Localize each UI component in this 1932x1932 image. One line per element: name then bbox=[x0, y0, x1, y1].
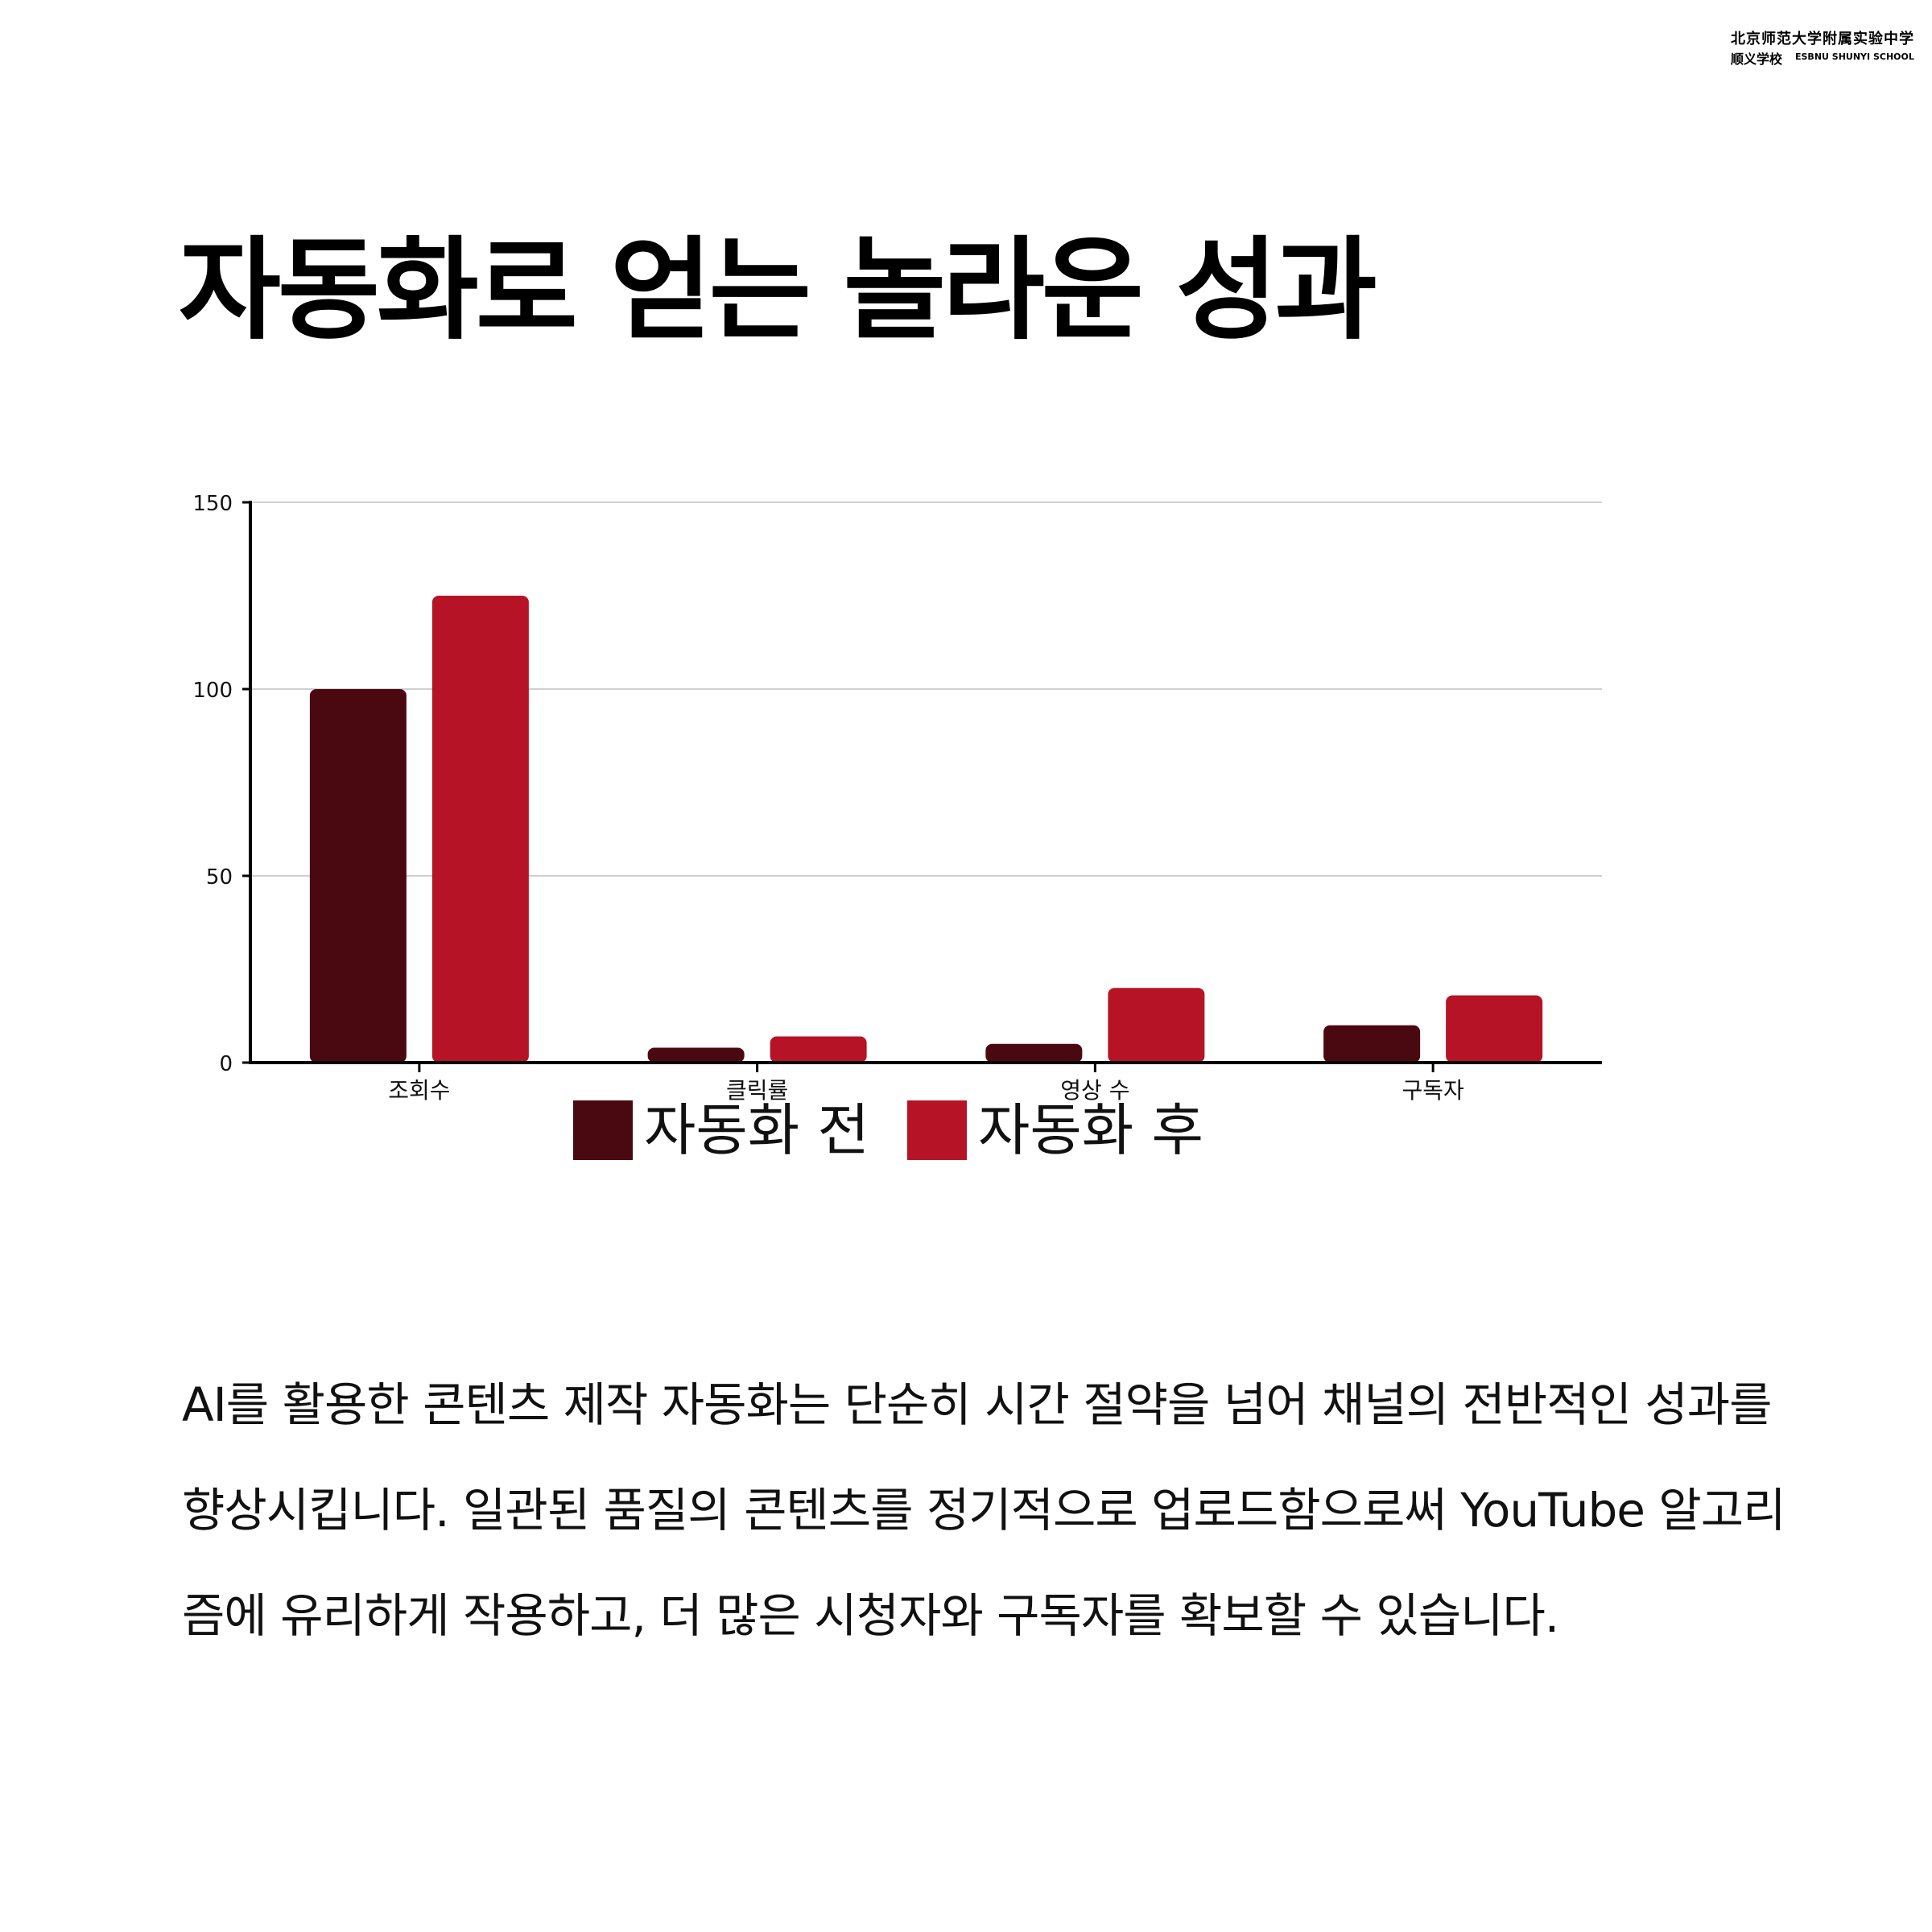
legend-swatch bbox=[907, 1100, 967, 1160]
x-tick-label: 영상 수 bbox=[1060, 1077, 1129, 1104]
bar-before-1 bbox=[647, 1047, 745, 1063]
bar-before-0 bbox=[309, 689, 407, 1063]
x-tick-label: 클릭률 bbox=[726, 1077, 788, 1104]
y-tick-label: 0 bbox=[219, 1052, 233, 1076]
x-tick-label: 조회수 bbox=[388, 1077, 450, 1104]
school-logo: 北京师范大学附属实验中学 顺义学校 ESBNU SHUNYI SCHOOL bbox=[1731, 27, 1916, 67]
chart-bars bbox=[309, 596, 1543, 1063]
bar-after-3 bbox=[1446, 995, 1543, 1063]
legend-label: 자동화 전 bbox=[644, 1097, 869, 1163]
page-title: 자동화로 얻는 놀라운 성과 bbox=[179, 225, 1377, 355]
bar-before-3 bbox=[1323, 1025, 1421, 1063]
y-tick-label: 50 bbox=[206, 865, 233, 890]
y-tick-label: 150 bbox=[192, 492, 233, 516]
logo-chinese-name: 北京师范大学附属实验中学 bbox=[1731, 31, 1914, 47]
bar-after-0 bbox=[431, 596, 529, 1063]
bar-after-2 bbox=[1108, 988, 1205, 1063]
bar-chart: 0 50 100 150 조회수 클릭률 영상 수 구독자 자동화 전 자동화 후 bbox=[192, 492, 1602, 1163]
chart-axes: 0 50 100 150 조회수 클릭률 영상 수 구독자 bbox=[192, 492, 1602, 1104]
bar-after-1 bbox=[770, 1036, 867, 1063]
legend-label: 자동화 후 bbox=[978, 1097, 1203, 1163]
description-paragraph: AI를 활용한 콘텐츠 제작 자동화는 단순히 시간 절약을 넘어 채널의 전반… bbox=[182, 1377, 1786, 1643]
x-tick-label: 구독자 bbox=[1402, 1077, 1463, 1104]
logo-english-name: ESBNU SHUNYI SCHOOL bbox=[1795, 52, 1914, 62]
bar-before-2 bbox=[985, 1043, 1083, 1063]
y-tick-label: 100 bbox=[192, 679, 233, 703]
chart-legend: 자동화 전 자동화 후 bbox=[573, 1097, 1203, 1163]
legend-swatch bbox=[573, 1100, 633, 1160]
logo-campus-name: 顺义学校 bbox=[1731, 52, 1783, 67]
